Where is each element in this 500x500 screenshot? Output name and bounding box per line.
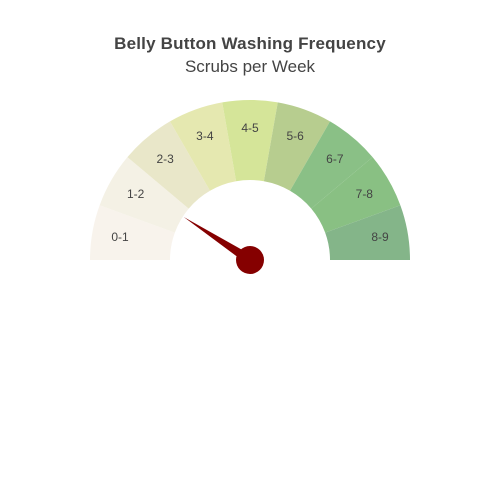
gauge-needle-hub: [236, 246, 264, 274]
gauge-needle: [183, 216, 253, 265]
gauge-segment-0-1: [90, 205, 175, 260]
gauge-segment-2-3: [127, 121, 210, 209]
gauge-segment-7-8: [311, 157, 401, 233]
gauge-segment-label: 3-4: [196, 129, 214, 143]
gauge-segment-label: 7-8: [356, 187, 374, 201]
gauge-segment-label: 6-7: [326, 152, 344, 166]
gauge-segment-label: 0-1: [111, 230, 129, 244]
gauge-segment-1-2: [99, 157, 189, 233]
gauge-segment-5-6: [263, 102, 330, 191]
gauge-segment-6-7: [290, 121, 373, 209]
gauge-segment-label: 8-9: [371, 230, 389, 244]
gauge-segment-label: 1-2: [127, 187, 145, 201]
chart-subtitle: Scrubs per Week: [184, 57, 316, 76]
gauge-segment-4-5: [222, 100, 278, 182]
gauge-labels: 0-1 1-2 2-3 3-4 4-5 5-6 6-7 7-8 8-9: [111, 121, 389, 244]
gauge-segments: [90, 100, 410, 260]
gauge-segment-3-4: [170, 102, 237, 191]
gauge-needle-group: [183, 216, 264, 274]
gauge-segment-label: 5-6: [286, 129, 304, 143]
gauge-segment-label: 2-3: [156, 152, 174, 166]
gauge-segment-label: 4-5: [241, 121, 259, 135]
gauge-segment-8-9: [325, 205, 410, 260]
chart-title: Belly Button Washing Frequency: [114, 34, 386, 53]
